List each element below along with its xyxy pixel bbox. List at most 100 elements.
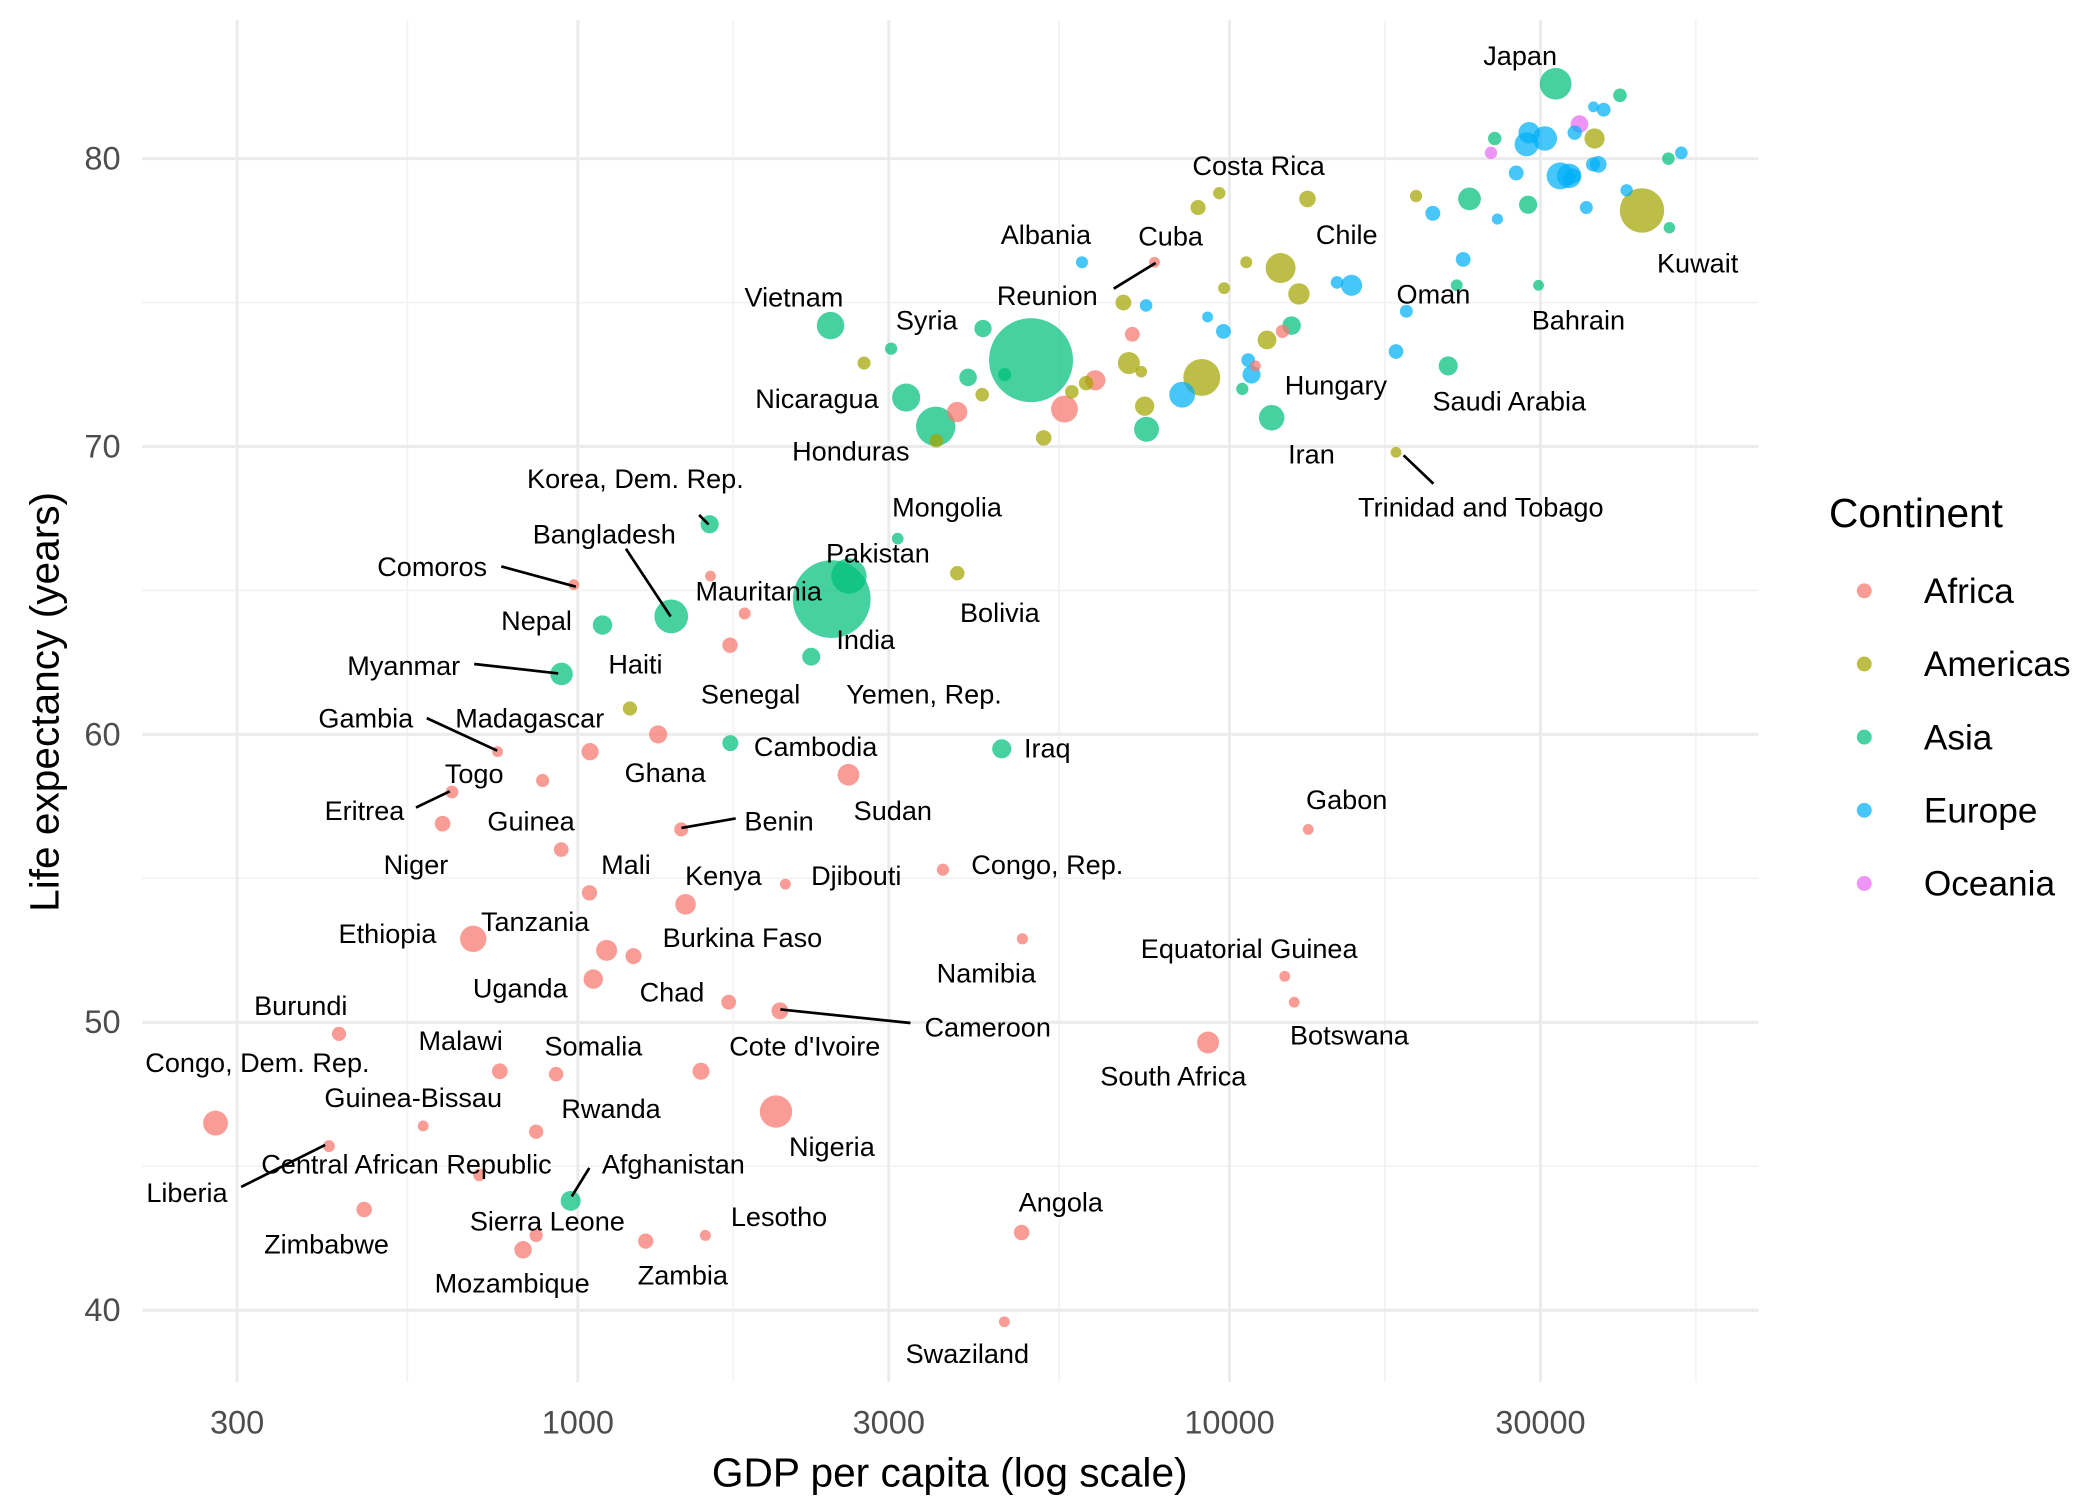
point-ecuador [1115,294,1132,311]
point-taiwan [1518,195,1538,214]
point-label: Madagascar [455,703,604,734]
y-axis-title: Life expectancy (years) [21,492,67,912]
label-leader-line [698,513,710,526]
point-malawi [491,1063,508,1080]
x-tick-label: 1000 [542,1405,614,1441]
legend-label: Asia [1924,718,1993,757]
point-label: Korea, Dem. Rep. [527,463,744,494]
point-serbia [1216,323,1231,339]
point-label: Bangladesh [533,518,676,549]
point-venezuela [1257,330,1277,350]
point-slovenia [1491,213,1503,225]
point-madagascar [581,743,599,761]
point-label: Botswana [1290,1020,1410,1051]
point-zambia [638,1233,654,1249]
point-cambodia [722,735,739,752]
point-ghana [649,725,668,744]
point-burundi [331,1026,347,1041]
point-label: Congo, Rep. [971,849,1123,880]
point-congo-rep- [936,863,950,876]
point-label: Cuba [1138,220,1204,251]
point-label: Iraq [1024,732,1071,763]
point-haiti [622,701,638,716]
point-label: Iran [1288,438,1335,469]
label-leader-line [570,1167,591,1198]
y-tick-label: 50 [84,1004,120,1040]
point-spain [1518,121,1540,144]
point-label: Somalia [545,1031,644,1062]
point-label: Guinea [487,806,575,837]
point-guinea-bissau [417,1120,429,1132]
point-lebanon [1236,382,1249,396]
point-south-africa [1197,1031,1220,1054]
point-portugal [1425,205,1441,221]
point-label: Liberia [146,1177,228,1208]
point-label: Trinidad and Tobago [1358,491,1603,522]
point-congo-dem-rep- [203,1110,229,1136]
point-saudi-arabia [1438,356,1458,376]
point-label: Saudi Arabia [1433,386,1587,417]
point-label: Kenya [685,860,763,891]
axes: 300 1000 3000 10000 30000 40 50 60 70 80 [84,140,1585,1440]
point-kuwait [1663,221,1676,234]
legend-key-americas [1856,656,1872,672]
point-uganda [583,969,603,989]
y-tick-label: 70 [84,428,120,464]
point-croatia [1330,276,1344,289]
point-label: Yemen, Rep. [846,678,1002,709]
point-label: Pakistan [826,537,930,568]
point-bangladesh [654,599,689,634]
point-jamaica [1135,365,1148,378]
legend-title: Continent [1829,490,2003,536]
point-hong-kong-china [1613,88,1627,103]
point-label: Guinea-Bissau [324,1082,502,1113]
point-label: Nigeria [789,1131,876,1162]
legend-label: Oceania [1924,865,2056,904]
point-label: Burkina Faso [663,922,823,953]
point-cote-d-ivoire [692,1062,710,1080]
point-lesotho [699,1229,711,1241]
point-mauritius [1249,360,1261,372]
point-label: Japan [1483,40,1557,71]
point-sri-lanka [959,368,977,387]
point-namibia [1016,933,1029,945]
point-label: Nicaragua [755,383,879,414]
point-tanzania [596,939,618,961]
point-bolivia [950,565,965,581]
point-label: Burundi [254,990,347,1021]
point-panama [1218,282,1230,295]
legend-key-europe [1856,802,1872,818]
point-label: Bahrain [1532,304,1625,335]
point-label: Cambodia [754,731,878,762]
point-finland [1562,172,1576,186]
point-iraq [992,739,1012,759]
point-trinidad-and-tobago [1390,446,1402,458]
point-label: Hungary [1285,369,1388,400]
data-points [203,67,1688,1328]
point-label: India [836,624,896,655]
point-hungary [1388,344,1404,359]
point-sudan [837,763,860,786]
point-angola [1013,1224,1030,1241]
point-label: Central African Republic [261,1148,551,1179]
point-somalia [548,1066,564,1082]
point-poland [1340,274,1363,296]
point-paraguay [975,387,989,402]
point-mexico [1265,253,1296,283]
point-label: Gambia [318,703,414,734]
point-equatorial-guinea [1279,970,1291,982]
point-label: Costa Rica [1192,150,1325,181]
point-cameroon [771,1002,789,1020]
y-tick-label: 60 [84,716,120,752]
point-label: Honduras [792,436,909,467]
label-leader-line [474,662,559,675]
legend-label: Americas [1924,645,2071,684]
label-leader-line [240,1143,326,1189]
point-label: Cote d'Ivoire [729,1031,880,1062]
point-sao-tome-and-principe [705,570,716,582]
point-label: Comoros [377,551,487,582]
point-argentina [1288,283,1310,305]
point-thailand [1134,416,1160,442]
point-eritrea [445,785,459,799]
